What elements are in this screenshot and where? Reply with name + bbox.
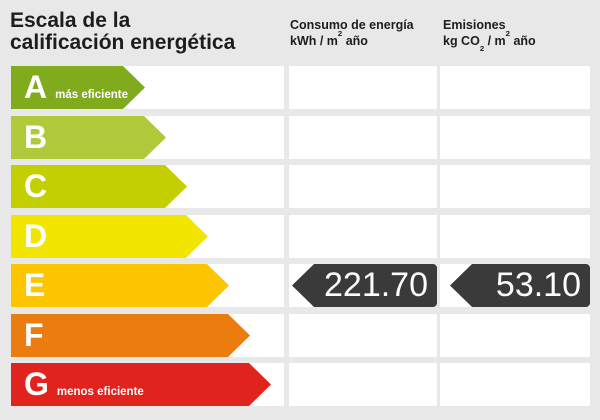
emissions-badge: 53.10 <box>450 264 590 307</box>
scale-row: A más eficiente <box>0 66 600 109</box>
emissions-column-header: Emisiones kg CO2 / m2 año <box>443 17 593 53</box>
scale-row-current: E 221.70 53.10 <box>0 264 600 307</box>
page-title-line2: calificación energética <box>10 31 236 54</box>
rating-letter: D <box>24 218 48 254</box>
emissions-cell: 53.10 <box>440 264 590 307</box>
consumption-cell <box>289 215 437 258</box>
consumption-cell <box>289 116 437 159</box>
rating-letter: F <box>24 317 44 353</box>
consumption-cell: 221.70 <box>289 264 437 307</box>
rating-bar: F <box>11 314 250 357</box>
emissions-column-unit: kg CO2 / m2 año <box>443 29 536 53</box>
consumption-cell <box>289 314 437 357</box>
page-title: Escala de la calificación energética <box>10 10 235 54</box>
rating-bar-label: más eficiente <box>55 89 128 101</box>
rating-letter: B <box>24 119 48 155</box>
rating-bar: B <box>11 116 166 159</box>
consumption-column-name: Consumo de energía <box>290 18 414 32</box>
consumption-value: 221.70 <box>324 266 428 304</box>
rating-letter: E <box>24 267 46 303</box>
scale-row: F <box>0 314 600 357</box>
consumption-cell <box>289 66 437 109</box>
emissions-cell <box>440 215 590 258</box>
scale-cell: E <box>11 264 284 307</box>
consumption-column-header: Consumo de energía kWh / m2 año <box>290 17 438 49</box>
rating-bar: G menos eficiente <box>11 363 271 406</box>
emissions-cell <box>440 363 590 406</box>
scale-row: C <box>0 165 600 208</box>
scale-cell: B <box>11 116 284 159</box>
page-title-line1: Escala de la <box>10 9 131 32</box>
scale-cell: F <box>11 314 284 357</box>
consumption-column-unit: kWh / m2 año <box>290 29 368 48</box>
consumption-cell <box>289 165 437 208</box>
rating-bar-label: menos eficiente <box>56 386 144 398</box>
scale-cell: D <box>11 215 284 258</box>
emissions-cell <box>440 66 590 109</box>
emissions-cell <box>440 116 590 159</box>
rating-bar: C <box>11 165 187 208</box>
rating-letter: G <box>24 366 49 402</box>
rating-bar: D <box>11 215 208 258</box>
scale-cell: C <box>11 165 284 208</box>
consumption-cell <box>289 363 437 406</box>
scale-cell: G menos eficiente <box>11 363 284 406</box>
rating-bar: E <box>11 264 229 307</box>
scale-row: B <box>0 116 600 159</box>
rating-letter: A <box>24 69 48 105</box>
scale-row: G menos eficiente <box>0 363 600 406</box>
scale-cell: A más eficiente <box>11 66 284 109</box>
rating-bar: A más eficiente <box>11 66 145 109</box>
scale-row: D <box>0 215 600 258</box>
emissions-cell <box>440 165 590 208</box>
emissions-column-name: Emisiones <box>443 18 506 32</box>
emissions-cell <box>440 314 590 357</box>
rating-letter: C <box>24 168 48 204</box>
consumption-badge: 221.70 <box>292 264 437 307</box>
emissions-value: 53.10 <box>495 266 581 304</box>
